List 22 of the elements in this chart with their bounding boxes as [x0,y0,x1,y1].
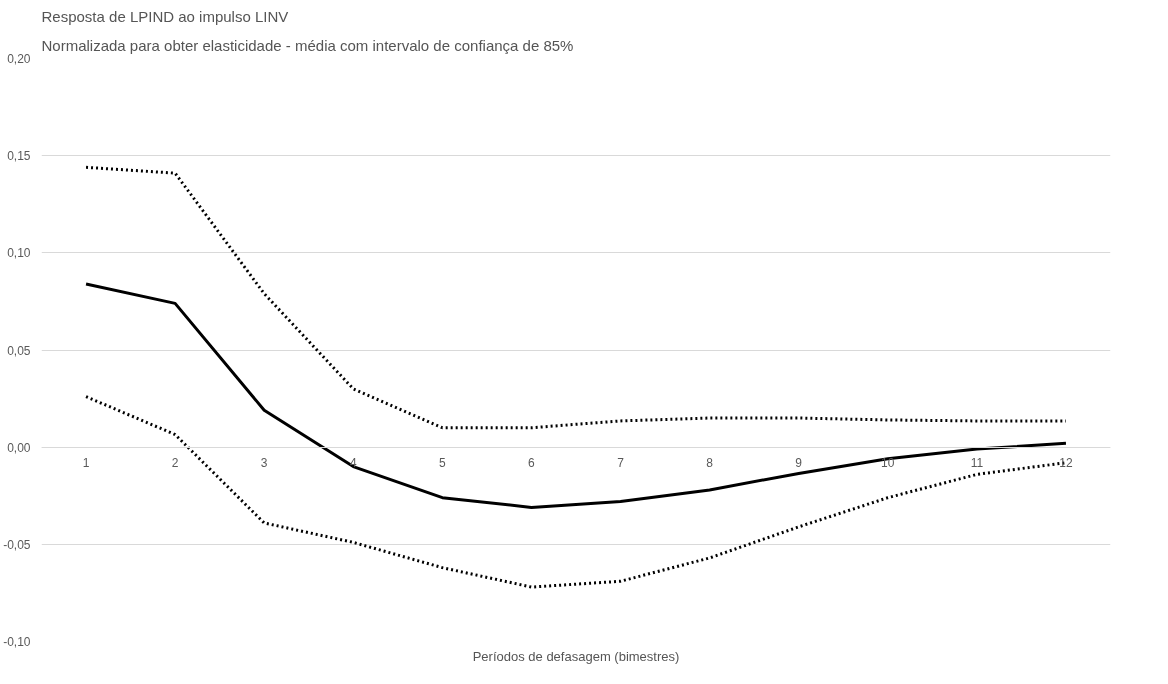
x-tick-label: 3 [260,456,268,471]
chart-subtitle: Normalizada para obter elasticidade - média com intervalo de confiança de 85% [41,36,574,54]
y-tick-label: 0,15 [7,149,31,164]
x-tick-label: 11 [970,456,984,471]
x-tick-label: 5 [439,456,447,471]
x-axis-title: Períodos de defasagem (bimestres) [472,648,680,664]
line-series [84,165,1068,430]
x-tick-label: 2 [171,456,179,471]
x-tick-label: 10 [881,456,895,471]
x-tick-label: 8 [706,456,714,471]
x-tick-label: 12 [1059,456,1073,471]
x-tick-label: 9 [795,456,803,471]
y-tick-label: -0,05 [3,537,31,552]
x-tick-label: 6 [528,456,536,471]
y-tick-label: 0,05 [7,343,31,358]
y-tick-label: -0,10 [3,635,31,649]
y-tick-label: 0,20 [7,52,31,66]
y-tick-label: 0,10 [7,246,31,261]
x-tick-label: 1 [82,456,90,471]
x-tick-label: 7 [617,456,625,471]
chart-title: Resposta de LPIND ao impulso LINV [41,7,289,25]
y-tick-label: 0,00 [7,440,31,455]
